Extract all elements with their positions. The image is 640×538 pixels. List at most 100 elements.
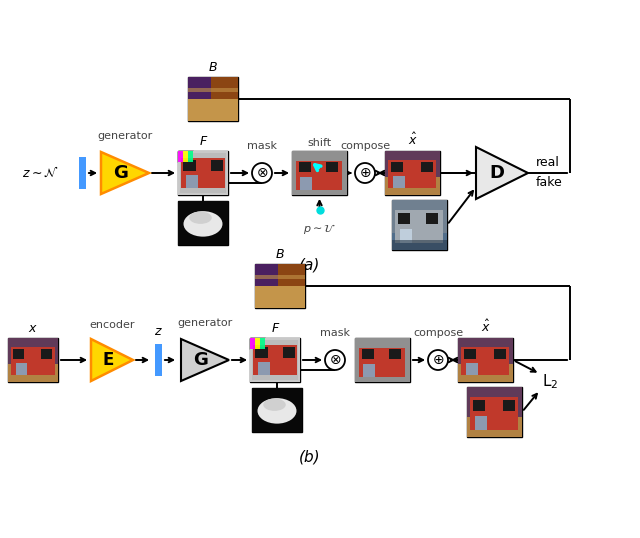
Text: m: m — [197, 185, 209, 198]
Text: (a): (a) — [300, 258, 321, 273]
Text: $\otimes$: $\otimes$ — [329, 353, 341, 367]
Bar — [392, 240, 447, 250]
Bar — [188, 77, 211, 99]
Bar — [8, 364, 58, 382]
Bar — [255, 338, 260, 349]
Text: G: G — [113, 164, 127, 182]
Text: generator: generator — [97, 131, 152, 141]
Bar — [154, 344, 161, 376]
Bar — [385, 151, 440, 195]
Bar — [385, 151, 440, 178]
Text: $x$: $x$ — [28, 322, 38, 335]
Bar — [257, 362, 270, 376]
Bar — [476, 415, 487, 429]
Text: E: E — [102, 351, 113, 369]
Bar — [458, 338, 513, 382]
Bar — [362, 350, 374, 359]
Bar — [426, 213, 438, 224]
Bar — [390, 162, 403, 172]
Bar — [255, 347, 268, 358]
Text: shift: shift — [307, 138, 332, 148]
Bar — [40, 350, 51, 359]
Text: fake: fake — [536, 176, 563, 189]
Bar — [250, 338, 265, 349]
Bar — [503, 400, 515, 411]
Bar — [252, 388, 302, 432]
Text: F: F — [200, 135, 207, 148]
Text: $\otimes$: $\otimes$ — [256, 166, 268, 180]
Bar — [252, 340, 298, 380]
Bar — [296, 161, 342, 190]
Bar — [493, 350, 506, 359]
Bar — [364, 364, 375, 377]
Text: G: G — [193, 351, 207, 369]
Bar — [250, 338, 255, 349]
Bar — [15, 363, 26, 376]
Bar — [255, 264, 305, 308]
Bar — [463, 350, 476, 359]
Bar — [400, 229, 412, 243]
Polygon shape — [476, 147, 528, 199]
Circle shape — [325, 350, 345, 370]
Bar — [255, 275, 305, 279]
Bar — [467, 387, 522, 417]
Bar — [188, 77, 238, 121]
Text: $\oplus$: $\oplus$ — [359, 166, 371, 180]
Bar — [250, 338, 300, 382]
Bar — [188, 88, 238, 93]
Text: B: B — [209, 61, 218, 74]
Bar — [458, 338, 513, 382]
Bar — [178, 151, 228, 195]
Text: $\hat{x}$: $\hat{x}$ — [408, 132, 417, 148]
Bar — [467, 417, 522, 437]
Text: mask: mask — [320, 328, 350, 338]
Bar — [252, 388, 302, 432]
Bar — [180, 158, 225, 188]
Bar — [250, 338, 300, 382]
Circle shape — [252, 163, 272, 183]
Text: F: F — [271, 322, 278, 335]
Bar — [188, 151, 193, 162]
Bar — [255, 286, 305, 308]
Bar — [13, 350, 24, 359]
Text: encoder: encoder — [89, 320, 135, 330]
Bar — [178, 201, 228, 245]
Text: compose: compose — [413, 328, 463, 338]
Bar — [292, 151, 347, 195]
Text: m: m — [271, 372, 283, 385]
Text: $p \sim \mathcal{U}$: $p \sim \mathcal{U}$ — [303, 222, 336, 236]
Bar — [467, 363, 478, 376]
Bar — [253, 345, 296, 376]
Bar — [186, 175, 198, 188]
Bar — [282, 347, 295, 358]
Bar — [397, 213, 410, 224]
Ellipse shape — [257, 398, 296, 423]
Text: (b): (b) — [299, 450, 321, 464]
Bar — [178, 151, 183, 162]
Ellipse shape — [263, 399, 285, 411]
Bar — [458, 338, 513, 364]
Bar — [461, 347, 509, 376]
Text: mask: mask — [247, 141, 277, 151]
Bar — [79, 157, 86, 189]
Polygon shape — [91, 339, 133, 381]
Bar — [183, 160, 195, 171]
Bar — [278, 264, 305, 286]
Text: $z \sim \mathcal{N}$: $z \sim \mathcal{N}$ — [22, 166, 60, 180]
Text: $x$: $x$ — [490, 371, 499, 384]
Polygon shape — [101, 152, 149, 194]
Bar — [180, 153, 226, 193]
Text: generator: generator — [177, 318, 232, 328]
Bar — [326, 162, 338, 172]
Bar — [393, 176, 405, 188]
Bar — [292, 151, 347, 195]
Bar — [355, 338, 410, 382]
Text: real: real — [536, 157, 560, 169]
Bar — [10, 347, 54, 376]
Text: compose: compose — [340, 141, 390, 151]
Bar — [470, 397, 518, 429]
Circle shape — [428, 350, 448, 370]
Ellipse shape — [184, 211, 223, 237]
Bar — [472, 400, 484, 411]
Circle shape — [355, 163, 375, 183]
